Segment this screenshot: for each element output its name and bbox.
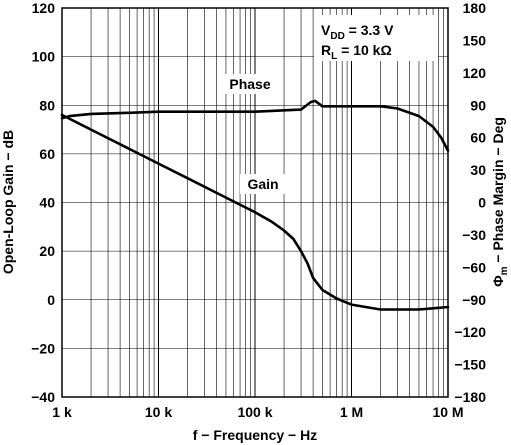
y-left-tick-label: −20 (31, 340, 55, 356)
y-right-tick-label: 0 (478, 195, 486, 211)
y-left-tick-label: 60 (39, 146, 55, 162)
x-tick-label: 1 k (52, 404, 72, 420)
y-axis-right-title: Φm − Phase Margin − Deg (490, 117, 510, 287)
tick-labels: 1 k 10 k 100 k 1 M 10 M −40 −20 0 20 40 60 80 100 120… (31, 0, 486, 420)
y-left-tick-label: 80 (39, 97, 55, 113)
x-axis-title: f − Frequency − Hz (193, 427, 317, 443)
y-left-tick-label: 100 (32, 49, 56, 65)
gain-label: Gain (247, 176, 278, 192)
y-right-tick-label: 30 (470, 162, 486, 178)
y-right-tick-label: −90 (462, 292, 486, 308)
rl-label: RL = 10 kΩ (321, 42, 392, 62)
y-left-tick-label: 0 (47, 292, 55, 308)
vdd-label: VDD = 3.3 V (321, 22, 394, 42)
y-right-tick-label: −150 (454, 357, 486, 373)
y-right-tick-label: −60 (462, 259, 486, 275)
y-left-tick-label: 120 (32, 0, 56, 16)
gain-label-bg (240, 174, 286, 194)
y-right-tick-label: −120 (454, 324, 486, 340)
plot-frame (61, 7, 449, 398)
series-line-gain (60, 113, 450, 311)
phase-label: Phase (229, 76, 270, 92)
phase-label-bg (220, 74, 278, 94)
x-tick-label: 10 M (432, 404, 463, 420)
x-tick-label: 1 M (340, 404, 363, 420)
y-right-tick-label: −180 (454, 389, 486, 405)
y-left-tick-label: 40 (39, 195, 55, 211)
grid-lines (62, 8, 448, 397)
y-right-tick-label: 150 (463, 32, 487, 48)
x-tick-label: 10 k (145, 404, 172, 420)
series-line-phase (60, 99, 450, 152)
y-left-tick-label: 20 (39, 243, 55, 259)
y-right-tick-label: 120 (463, 65, 487, 81)
y-right-tick-label: −30 (462, 227, 486, 243)
y-axis-left-title: Open-Loop Gain − dB (0, 130, 16, 274)
series-lines (60, 99, 450, 311)
conditions-box (314, 15, 438, 61)
y-left-tick-label: −40 (31, 389, 55, 405)
y-right-tick-label: 60 (470, 130, 486, 146)
y-right-tick-label: 90 (470, 97, 486, 113)
y-right-tick-label: 180 (463, 0, 487, 16)
x-tick-label: 100 k (237, 404, 272, 420)
